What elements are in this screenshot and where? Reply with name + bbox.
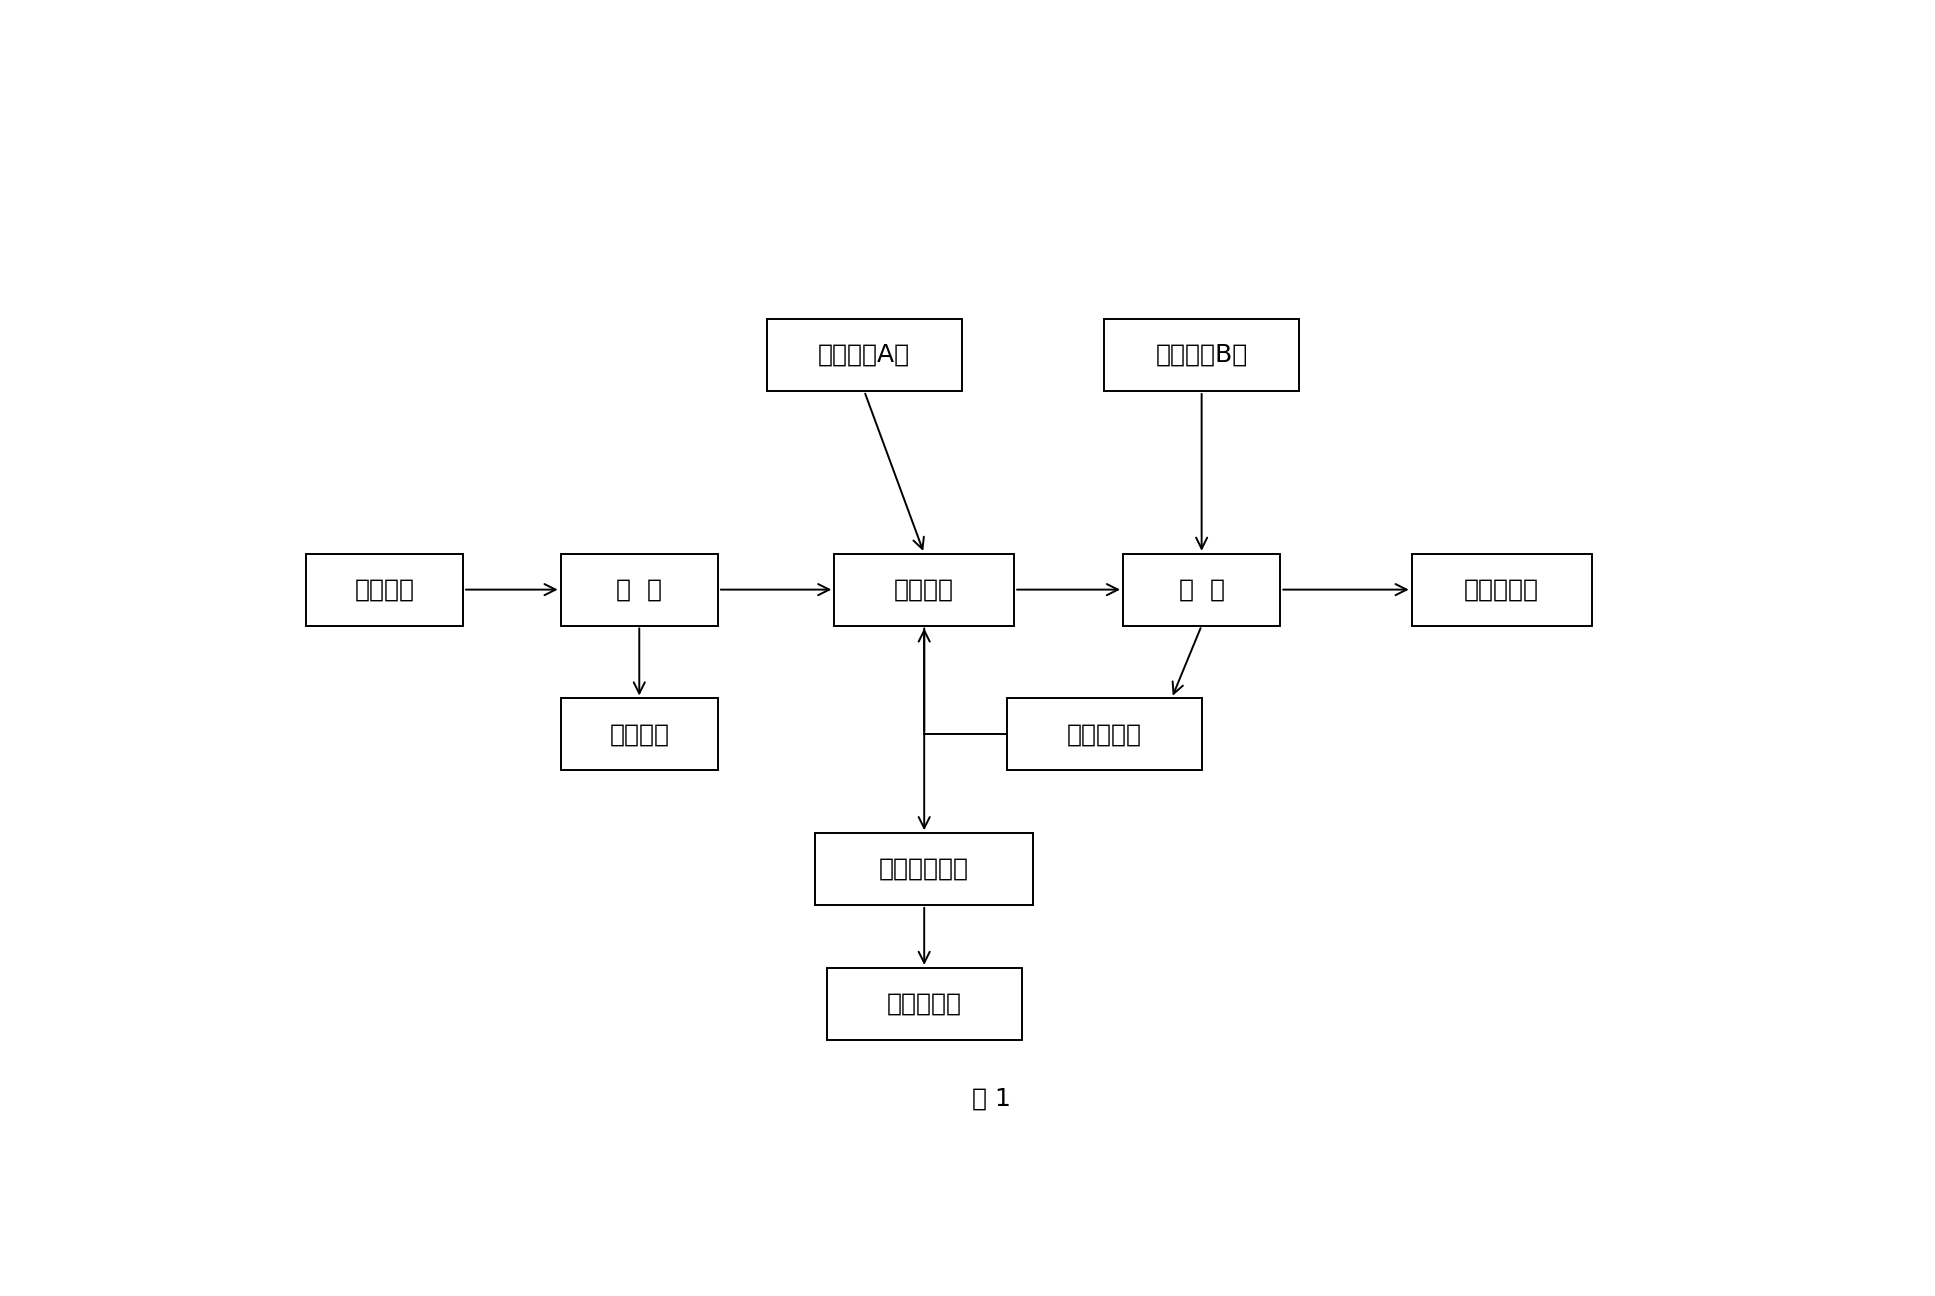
Text: 高温瞬时灭菌: 高温瞬时灭菌	[878, 857, 969, 881]
Text: 洗脱剂回收: 洗脱剂回收	[1465, 578, 1538, 601]
Text: 洗  脱: 洗 脱	[1178, 578, 1225, 601]
Bar	[1122, 553, 1281, 626]
Bar	[766, 319, 962, 391]
Bar	[1006, 699, 1202, 770]
Text: 杂质回收: 杂质回收	[610, 722, 670, 746]
Text: 沙棘原汁: 沙棘原汁	[354, 578, 414, 601]
Bar	[826, 968, 1022, 1039]
Text: 吸附剂再生: 吸附剂再生	[1066, 722, 1142, 746]
Bar	[561, 699, 718, 770]
Bar	[1413, 553, 1591, 626]
Bar	[306, 553, 462, 626]
Text: 过  滤: 过 滤	[615, 578, 662, 601]
Bar	[815, 833, 1033, 905]
Bar	[834, 553, 1014, 626]
Text: 洗脱剂（B）: 洗脱剂（B）	[1155, 343, 1248, 367]
Text: 图 1: 图 1	[971, 1086, 1012, 1111]
Text: 吸附除铅: 吸附除铅	[894, 578, 954, 601]
Text: 沙棘汁成品: 沙棘汁成品	[886, 991, 962, 1016]
Bar	[561, 553, 718, 626]
Text: 吸附剂（A）: 吸附剂（A）	[819, 343, 909, 367]
Bar	[1105, 319, 1298, 391]
